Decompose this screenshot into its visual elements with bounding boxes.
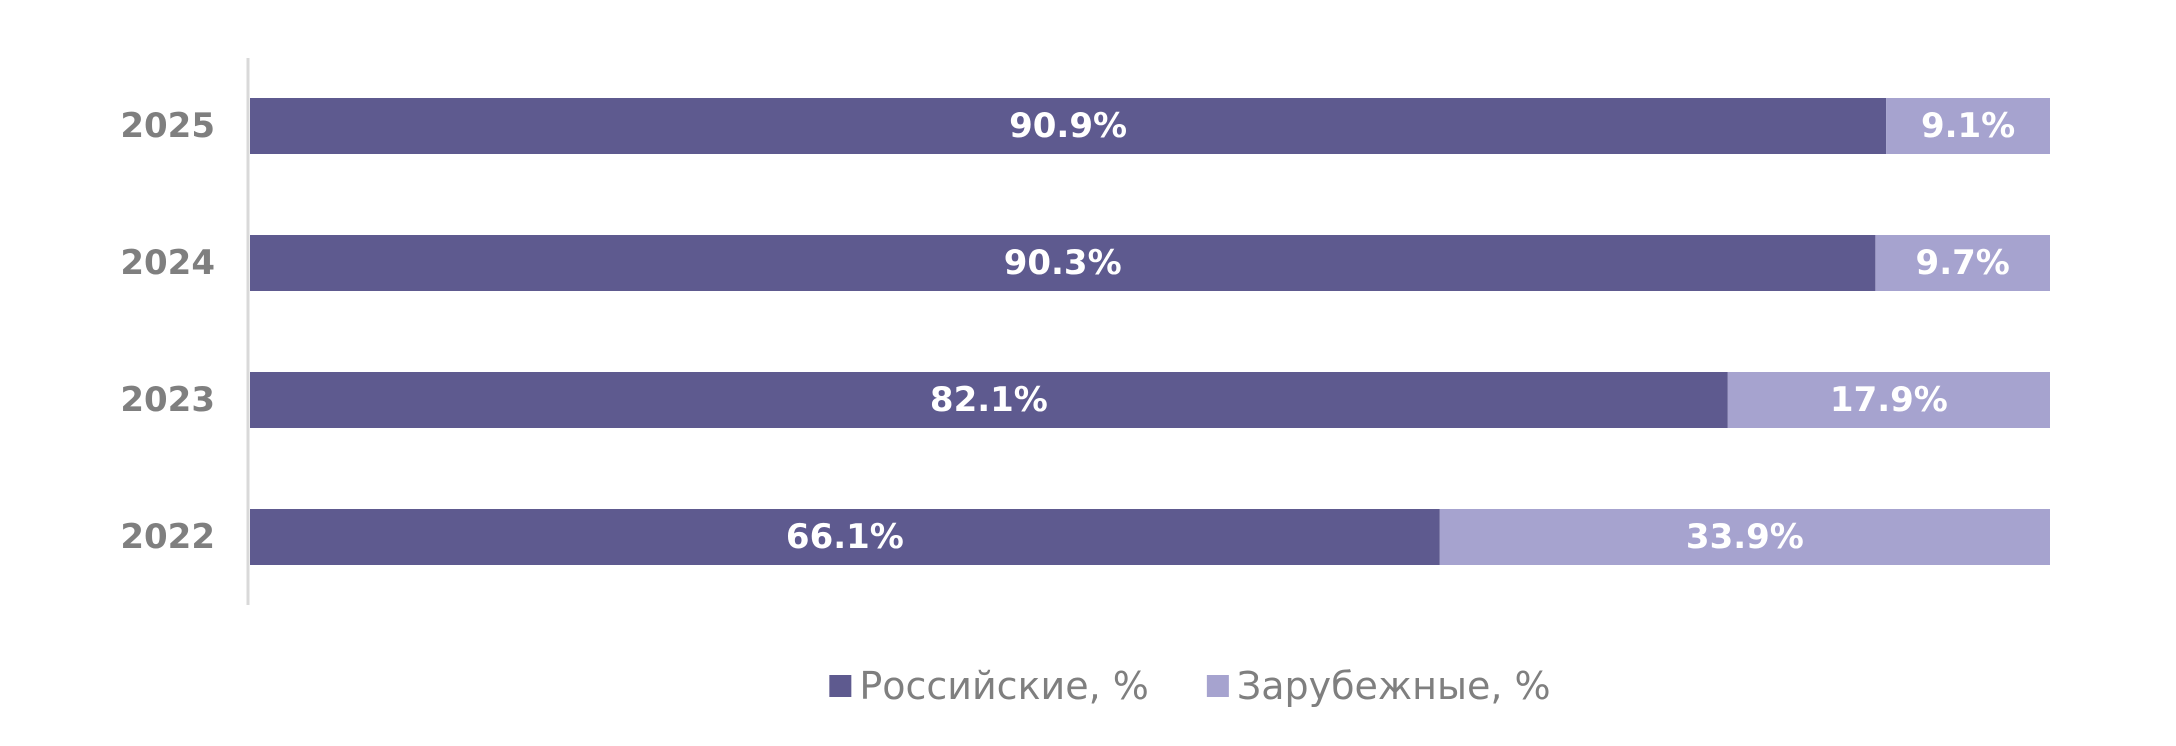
legend: Российские, % Зарубежные, % [829, 664, 1551, 708]
legend-swatch-series-2 [1206, 675, 1229, 697]
bar-2022-series-2 [1439, 509, 2050, 565]
data-label-2023-series-1: 82.1% [930, 380, 1048, 420]
bar-2025-series-1 [250, 98, 1887, 154]
data-label-2023-series-2: 17.9% [1830, 380, 1948, 420]
category-label-2024: 2024 [120, 243, 215, 283]
category-label-2025: 2025 [120, 106, 215, 146]
data-label-2024-series-2: 9.7% [1916, 243, 2010, 283]
bar-2024-series-2 [1875, 235, 2050, 291]
data-label-2025-series-1: 90.9% [1009, 106, 1127, 146]
legend-label-series-2: Зарубежные, % [1237, 664, 1551, 708]
legend-label-series-1: Российские, % [859, 664, 1149, 708]
bar-2022-series-1 [250, 509, 1440, 565]
bar-2024-series-1 [250, 235, 1876, 291]
bar-2025-series-2 [1886, 98, 2050, 154]
labels-layer: 2025 90.9% 9.1% 2024 90.3% 9.7% 2023 82.1% 17.9%… [120, 106, 2015, 557]
bars-layer [250, 98, 2050, 565]
category-label-2023: 2023 [120, 380, 215, 420]
data-label-2025-series-2: 9.1% [1921, 106, 2015, 146]
category-label-2022: 2022 [120, 517, 215, 557]
legend-swatch-series-1 [829, 675, 852, 697]
data-label-2022-series-2: 33.9% [1686, 517, 1804, 557]
bar-2023-series-1 [250, 372, 1728, 428]
bar-2023-series-2 [1727, 372, 2050, 428]
data-label-2024-series-1: 90.3% [1004, 243, 1122, 283]
data-label-2022-series-1: 66.1% [786, 517, 904, 557]
